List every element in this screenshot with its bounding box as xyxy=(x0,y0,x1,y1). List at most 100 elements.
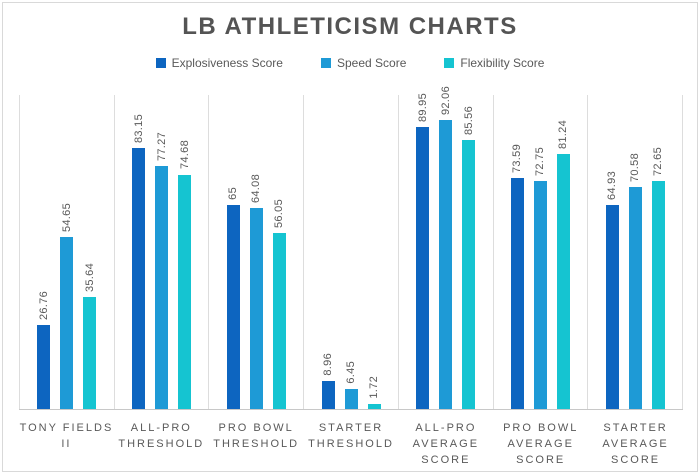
bar-flexibility-score xyxy=(556,153,570,409)
bar-wrap: 72.75 xyxy=(533,146,547,409)
bar-value-label: 70.58 xyxy=(629,153,642,183)
bar-group-pro-bowl-average-score: 73.59 72.75 81.24 xyxy=(494,95,589,409)
category-label-line: PRO BOWL xyxy=(218,422,294,434)
legend-label: Speed Score xyxy=(336,56,407,70)
bar-value-label: 74.68 xyxy=(178,140,191,170)
bar-group-starter-average-score: 64.93 70.58 72.65 xyxy=(588,95,684,409)
bar-value-label: 64.08 xyxy=(250,173,263,203)
bar-value-label: 92.06 xyxy=(439,85,452,115)
category-label-all-pro-threshold: ALL-PRO THRESHOLD xyxy=(114,420,209,468)
category-label-line: THRESHOLD xyxy=(308,438,394,450)
category-label-line: STARTER xyxy=(318,422,384,434)
bar-wrap: 89.95 xyxy=(416,93,430,409)
bar-wrap: 65 xyxy=(226,187,240,409)
bar-wrap: 6.45 xyxy=(344,361,358,409)
bar-wrap: 83.15 xyxy=(132,113,146,409)
bar-value-label: 54.65 xyxy=(60,203,73,233)
category-label-line: THRESHOLD xyxy=(213,438,300,450)
bar-flexibility-score xyxy=(178,174,192,409)
bar-value-label: 1.72 xyxy=(368,376,381,399)
bar-wrap: 92.06 xyxy=(439,85,453,409)
category-label-line: ALL-PRO xyxy=(130,422,192,434)
bar-group-starter-threshold: 8.96 6.45 1.72 xyxy=(304,95,399,409)
bar-value-label: 6.45 xyxy=(345,361,358,384)
bar-flexibility-score xyxy=(367,403,381,409)
bar-wrap: 54.65 xyxy=(60,203,74,409)
bar-value-label: 72.65 xyxy=(652,146,665,176)
bar-value-label: 77.27 xyxy=(155,132,168,162)
bar-value-label: 85.56 xyxy=(462,106,475,136)
bar-wrap: 77.27 xyxy=(155,132,169,409)
category-label-line: ALL-PRO xyxy=(415,422,477,434)
bar-value-label: 8.96 xyxy=(322,353,335,376)
legend-item-flexibility-score: Flexibility Score xyxy=(444,56,544,70)
category-label-line: AVERAGE xyxy=(412,438,480,450)
bar-wrap: 8.96 xyxy=(321,353,335,409)
category-label-line: AVERAGE xyxy=(602,438,669,450)
category-label-pro-bowl-threshold: PRO BOWL THRESHOLD xyxy=(209,420,304,468)
category-label-line: AVERAGE xyxy=(507,438,574,450)
bar-explosiveness-score xyxy=(510,177,524,409)
bar-explosiveness-score xyxy=(37,325,51,409)
chart-title: LB ATHLETICISM CHARTS xyxy=(182,13,518,40)
category-label-starter-threshold: STARTER THRESHOLD xyxy=(304,420,399,468)
bar-explosiveness-score xyxy=(605,205,619,409)
bar-wrap: 26.76 xyxy=(37,290,51,409)
bar-value-label: 35.64 xyxy=(83,263,96,293)
legend-item-explosiveness-score: Explosiveness Score xyxy=(155,56,283,70)
category-label-line: SCORE xyxy=(611,454,661,466)
bar-explosiveness-score xyxy=(416,126,430,409)
category-label-starter-average-score: STARTER AVERAGE SCORE xyxy=(588,420,683,468)
bar-group-pro-bowl-threshold: 65 64.08 56.05 xyxy=(209,95,305,409)
bar-value-label: 73.59 xyxy=(511,143,524,173)
bar-group-tony-fields-ii: 26.76 54.65 35.64 xyxy=(19,95,115,409)
bar-value-label: 26.76 xyxy=(37,290,50,320)
bar-value-label: 72.75 xyxy=(534,146,547,176)
bar-speed-score xyxy=(249,207,263,409)
bar-value-label: 83.15 xyxy=(132,113,145,143)
bar-speed-score xyxy=(60,237,74,409)
category-label-tony-fields-ii: TONY FIELDS II xyxy=(19,420,114,468)
legend-label: Flexibility Score xyxy=(460,56,545,70)
bar-speed-score xyxy=(344,388,358,409)
bar-flexibility-score xyxy=(83,297,97,409)
bar-speed-score xyxy=(533,180,547,409)
bar-wrap: 1.72 xyxy=(367,376,381,409)
category-label-line: II xyxy=(61,438,72,450)
category-label-line: STARTER xyxy=(603,422,668,434)
category-label-line: SCORE xyxy=(421,454,471,466)
bar-flexibility-score xyxy=(462,140,476,409)
bar-wrap: 81.24 xyxy=(556,120,570,409)
bar-wrap: 85.56 xyxy=(462,106,476,409)
category-label-line: TONY FIELDS xyxy=(19,422,114,434)
bar-value-label: 65 xyxy=(227,187,240,200)
bar-speed-score xyxy=(155,166,169,409)
bar-wrap: 56.05 xyxy=(272,198,286,409)
legend-label: Explosiveness Score xyxy=(171,56,283,70)
bar-flexibility-score xyxy=(272,233,286,409)
bar-speed-score xyxy=(439,119,453,409)
bar-explosiveness-score xyxy=(226,204,240,409)
bar-explosiveness-score xyxy=(132,147,146,409)
bar-wrap: 35.64 xyxy=(83,263,97,409)
bar-explosiveness-score xyxy=(321,380,335,409)
bar-value-label: 56.05 xyxy=(273,198,286,228)
bar-wrap: 64.08 xyxy=(249,173,263,409)
bar-wrap: 70.58 xyxy=(628,153,642,409)
bar-value-label: 64.93 xyxy=(606,171,619,201)
bar-speed-score xyxy=(628,187,642,409)
bar-wrap: 74.68 xyxy=(178,140,192,409)
legend-marker-icon xyxy=(320,58,331,68)
category-label-line: SCORE xyxy=(516,454,566,466)
category-label-line: THRESHOLD xyxy=(118,438,205,450)
bar-flexibility-score xyxy=(651,180,665,409)
category-label-line: PRO BOWL xyxy=(503,422,579,434)
bar-wrap: 73.59 xyxy=(510,143,524,409)
legend-marker-icon xyxy=(444,58,455,68)
bar-group-all-pro-threshold: 83.15 77.27 74.68 xyxy=(115,95,210,409)
bar-group-all-pro-average-score: 89.95 92.06 85.56 xyxy=(399,86,494,409)
legend-item-speed-score: Speed Score xyxy=(320,56,407,70)
plot-area: 26.76 54.65 35.64 83.15 77.27 74.68 65 64.08 56.… xyxy=(19,86,684,410)
bar-wrap: 64.93 xyxy=(605,171,619,409)
